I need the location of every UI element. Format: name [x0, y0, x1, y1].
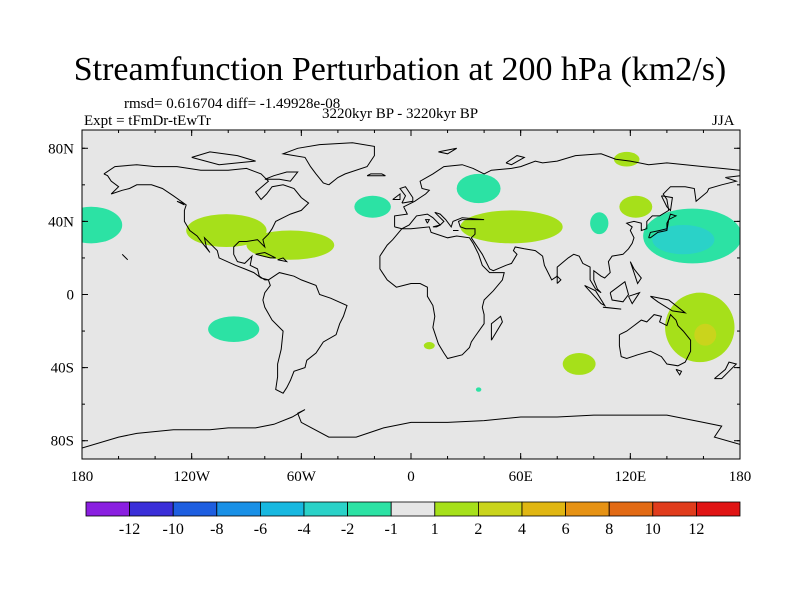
- x-tick-label: 180: [729, 469, 752, 485]
- anomaly-patch: [82, 206, 123, 244]
- coast-south-america: [262, 272, 348, 394]
- x-tick-label: 180: [71, 469, 94, 485]
- colorbar-swatch: [216, 501, 261, 517]
- period-label: 3220kyr BP - 3220kyr BP: [322, 106, 479, 122]
- anomaly-patch: [652, 225, 715, 255]
- colorbar-label: -6: [254, 521, 267, 538]
- colorbar-swatch: [85, 501, 130, 517]
- experiment-label: Expt = tFmDr-tEwTr: [84, 113, 211, 129]
- coast-islands: [121, 147, 738, 380]
- x-tick-label: 120E: [614, 469, 646, 485]
- y-tick-label: 80S: [51, 434, 74, 450]
- colorbar-swatch: [303, 501, 348, 517]
- x-tick-label: 60E: [509, 469, 533, 485]
- colorbar-label: -10: [163, 521, 184, 538]
- y-tick-label: 80N: [48, 141, 74, 157]
- coast-eurasia: [394, 153, 740, 294]
- anomaly-patch: [590, 212, 609, 235]
- colorbar-swatch: [347, 501, 392, 517]
- y-tick-label: 40S: [51, 361, 74, 377]
- colorbar-label: -12: [119, 521, 140, 538]
- colorbar-swatch: [521, 501, 566, 517]
- colorbar-label: 2: [474, 521, 482, 538]
- coast-antarctica: [82, 409, 740, 449]
- x-tick-label: 60W: [287, 469, 317, 485]
- colorbar-swatch: [172, 501, 218, 517]
- coastlines: [82, 142, 740, 449]
- season-label: JJA: [712, 113, 735, 129]
- coast-greenland: [281, 142, 375, 186]
- y-tick-label: 40N: [48, 214, 74, 230]
- anomaly-patch: [460, 210, 563, 244]
- colorbar-swatch: [477, 501, 523, 517]
- anomaly-patch: [186, 214, 267, 247]
- anomaly-patch: [613, 151, 640, 167]
- colorbar: -12 -10 -8 -6 -4 -2 -1 1 2 4 6 8 10 12: [85, 501, 741, 538]
- colorbar-label: -1: [385, 521, 398, 538]
- colorbar-label: -4: [297, 521, 310, 538]
- x-tick-label: 0: [407, 469, 415, 485]
- y-tick-label: 0: [67, 288, 75, 304]
- x-tick-label: 120W: [173, 469, 211, 485]
- anomaly-patch: [208, 316, 260, 343]
- anomaly-patch: [246, 230, 335, 260]
- colorbar-label: 8: [605, 521, 613, 538]
- chart-title: Streamfunction Perturbation at 200 hPa (…: [73, 51, 727, 88]
- colorbar-label: 1: [431, 521, 439, 538]
- anomaly-patch: [694, 323, 717, 346]
- coast-australia: [618, 313, 692, 367]
- anomaly-patch: [619, 195, 653, 218]
- colorbar-swatch: [434, 501, 479, 517]
- coast-africa: [379, 226, 505, 360]
- colorbar-swatch: [390, 501, 436, 517]
- colorbar-label: 4: [518, 521, 526, 538]
- colorbar-label: 6: [562, 521, 570, 538]
- stats-label: rmsd= 0.616704 diff= -1.49928e-08: [124, 96, 341, 112]
- colorbar-swatch: [129, 501, 174, 517]
- coast-north-america: [103, 164, 310, 281]
- colorbar-label: -2: [341, 521, 354, 538]
- colorbar-label: -8: [210, 521, 223, 538]
- colorbar-swatch: [565, 501, 610, 517]
- anomaly-patch: [475, 387, 482, 392]
- anomaly-patch: [423, 342, 435, 350]
- colorbar-swatch: [259, 501, 305, 517]
- colorbar-swatch: [652, 501, 697, 517]
- anomaly-patch: [456, 173, 501, 204]
- colorbar-swatch: [608, 501, 654, 517]
- axis-ticks: 180 120W 60W 0 60E 120E 180 80N 40N 0 40S 80S: [48, 130, 751, 485]
- colorbar-swatch: [696, 501, 741, 517]
- map-background: [82, 130, 740, 459]
- colorbar-label: 12: [688, 521, 704, 538]
- anomaly-patch: [562, 352, 596, 375]
- anomaly-patch: [354, 195, 391, 218]
- colorbar-label: 10: [645, 521, 661, 538]
